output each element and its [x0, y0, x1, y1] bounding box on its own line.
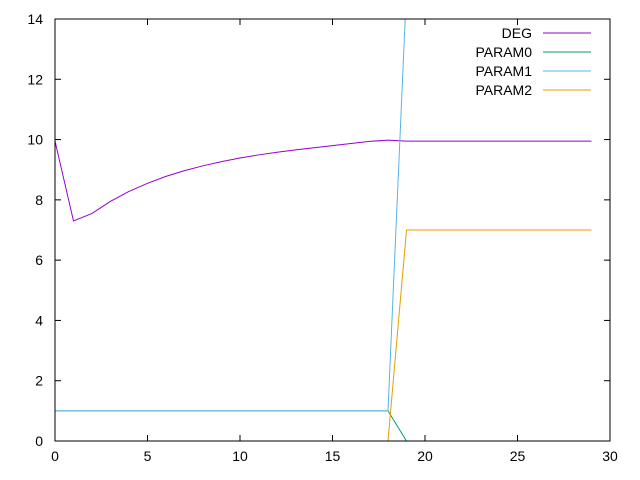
x-tick-label: 30	[602, 448, 618, 464]
y-tick-label: 4	[35, 312, 43, 328]
x-tick-label: 0	[51, 448, 59, 464]
y-tick-label: 10	[27, 132, 43, 148]
y-tick-label: 14	[27, 11, 43, 27]
y-tick-label: 6	[35, 252, 43, 268]
legend: DEG PARAM0 PARAM1 PARAM2	[475, 25, 591, 98]
x-tick-label: 10	[232, 448, 248, 464]
series-line-param1	[55, 19, 406, 412]
legend-label-deg: DEG	[502, 25, 532, 41]
axes-layer: 0 5 10 15 20 25 30 0 2 4 6 8 10 12 14	[27, 11, 618, 464]
y-tick-label: 12	[27, 71, 43, 87]
legend-label-param2: PARAM2	[475, 82, 532, 98]
x-tick-label: 25	[510, 448, 526, 464]
x-tick-label: 20	[417, 448, 433, 464]
y-tick-label: 8	[35, 192, 43, 208]
series-line-param0	[55, 410, 407, 441]
series-line-deg	[55, 139, 592, 222]
legend-label-param0: PARAM0	[475, 44, 532, 60]
y-tick-label: 2	[35, 373, 43, 389]
y-tick-label: 0	[35, 433, 43, 449]
x-tick-label: 15	[325, 448, 341, 464]
series-layer	[55, 19, 592, 441]
series-line-param2	[387, 229, 592, 441]
legend-label-param1: PARAM1	[475, 63, 532, 79]
x-tick-label: 5	[144, 448, 152, 464]
